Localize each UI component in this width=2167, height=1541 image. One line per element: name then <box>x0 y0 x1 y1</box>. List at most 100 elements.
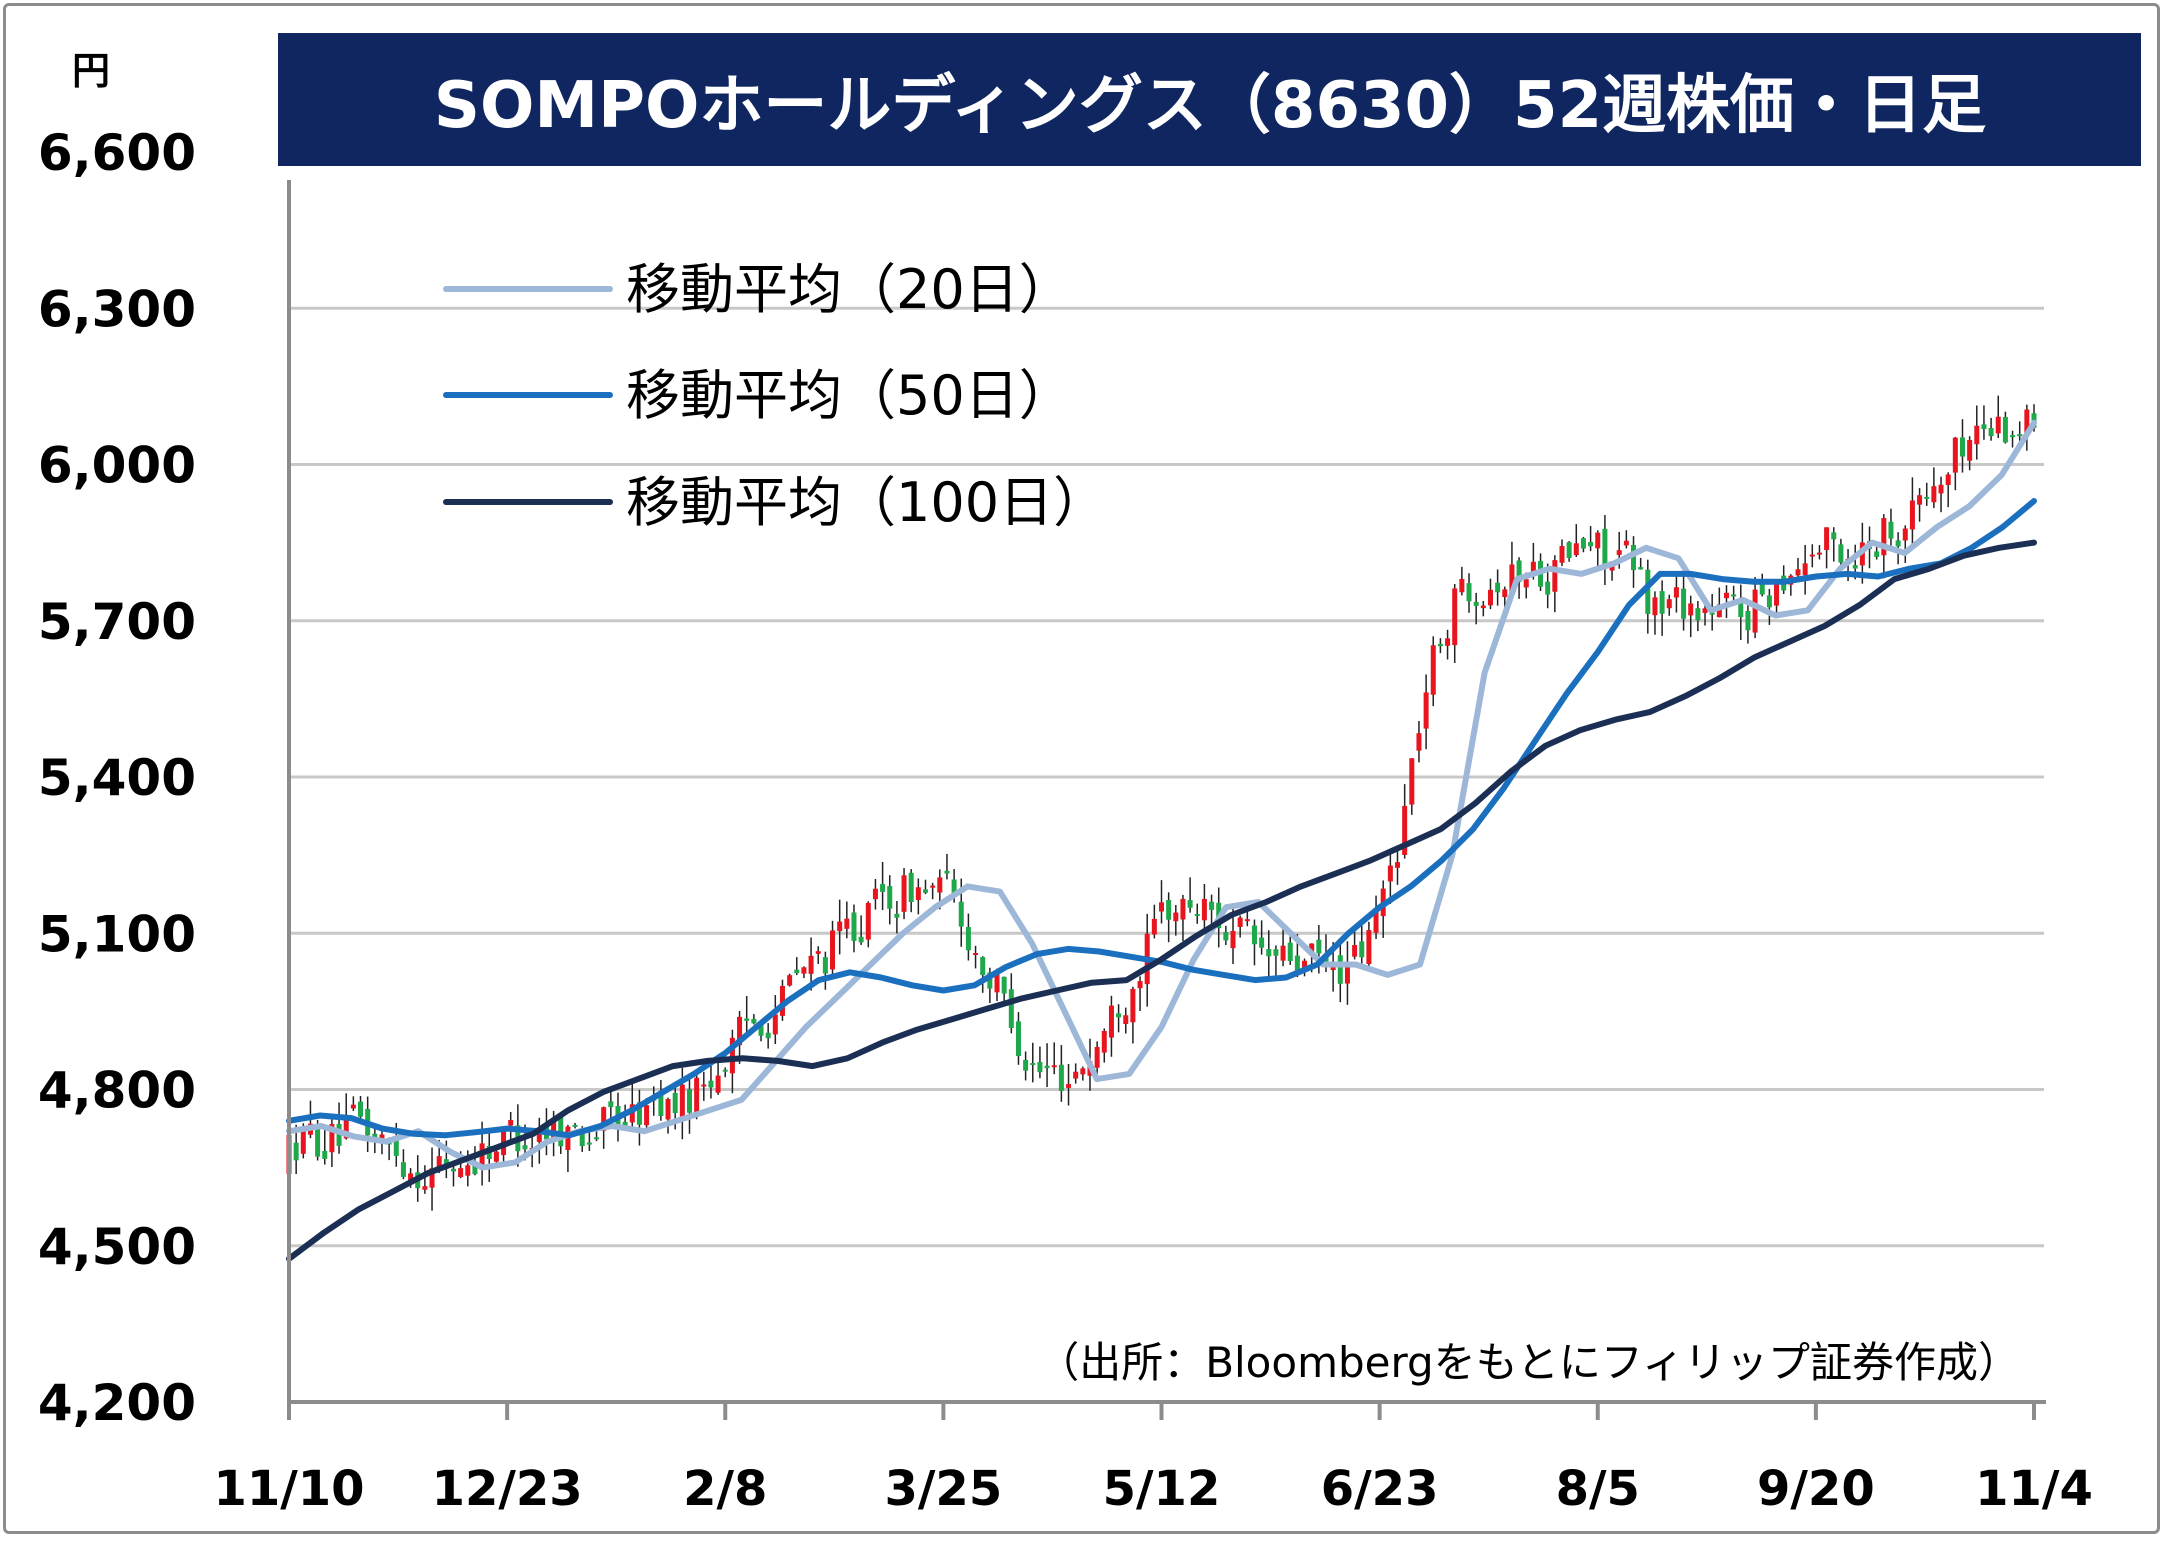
candle-down <box>1359 941 1365 958</box>
candle-up <box>1302 960 1308 971</box>
candle-down <box>1659 591 1665 614</box>
candle-up <box>994 974 1000 993</box>
candle-up <box>1173 912 1179 922</box>
y-tick-label: 6,000 <box>38 437 196 495</box>
candle-down <box>622 1121 628 1129</box>
candle-up <box>729 1037 735 1074</box>
candle-up <box>1430 645 1436 695</box>
candle-up <box>1395 862 1401 868</box>
candle-down <box>1981 424 1987 430</box>
candle-up <box>1201 898 1207 921</box>
ma100-line <box>286 539 2037 1262</box>
candle-down <box>1681 588 1687 619</box>
candle-down <box>393 1137 399 1156</box>
candle-up <box>779 985 785 1016</box>
candle-up <box>1909 500 1915 530</box>
candle-down <box>636 1102 642 1125</box>
candle-up <box>1573 543 1579 556</box>
candle-up <box>1931 486 1937 503</box>
candle-up <box>1237 917 1243 927</box>
candle-up <box>350 1104 356 1109</box>
candle-up <box>1094 1047 1100 1068</box>
candle-up <box>1151 918 1157 935</box>
candle-up <box>429 1168 435 1188</box>
candle-down <box>1988 428 1994 437</box>
candle-down <box>708 1080 714 1088</box>
candle-down <box>980 957 986 976</box>
candle-up <box>901 875 907 912</box>
candle-up <box>1180 898 1186 920</box>
candle-up <box>1080 1068 1086 1075</box>
candle-down <box>1044 1065 1050 1069</box>
candle-down <box>1023 1059 1029 1071</box>
candle-down <box>922 889 928 893</box>
candle-up <box>1595 532 1601 549</box>
candle-down <box>1738 599 1744 618</box>
candle-up <box>1509 564 1515 595</box>
legend: 移動平均（20日） 移動平均（50日） 移動平均（100日） <box>443 258 1107 534</box>
candle-up <box>1459 578 1465 593</box>
candle-up <box>1945 474 1951 485</box>
candle-up <box>801 967 807 974</box>
candle-up <box>1881 518 1887 556</box>
candle-up <box>644 1105 650 1126</box>
candle-up <box>665 1099 671 1120</box>
candle-up <box>1108 1005 1114 1038</box>
candle-down <box>1759 583 1765 595</box>
y-tick-label: 5,400 <box>38 749 196 807</box>
candle-down <box>1116 1013 1122 1018</box>
candle-up <box>1366 930 1372 964</box>
candle-up <box>1716 604 1722 618</box>
candle-up <box>1244 919 1250 922</box>
candle-up <box>973 953 979 956</box>
candle-up <box>1967 439 1973 461</box>
candle-down <box>450 1168 456 1172</box>
candle-down <box>1166 900 1172 920</box>
candle-up <box>536 1132 542 1142</box>
candle-down <box>1745 610 1751 631</box>
candle-down <box>594 1137 600 1140</box>
candle-down <box>894 913 900 918</box>
x-tick-label: 8/5 <box>1556 1461 1640 1517</box>
candle-down <box>880 883 886 892</box>
candle-up <box>458 1168 464 1178</box>
candle-up <box>1995 416 2001 434</box>
candle-down <box>1852 565 1858 569</box>
candle-up <box>737 1016 743 1046</box>
legend-label-ma20: 移動平均（20日） <box>626 258 1073 321</box>
y-tick-label: 4,500 <box>38 1218 196 1276</box>
candle-down <box>1209 901 1215 910</box>
candle-down <box>1473 601 1479 606</box>
candle-up <box>930 885 936 888</box>
y-tick-label: 6,600 <box>38 124 196 182</box>
candle-up <box>865 902 871 940</box>
candle-down <box>1709 612 1715 615</box>
candle-down <box>336 1123 342 1146</box>
candle-down <box>1187 900 1193 908</box>
candle-down <box>1008 989 1014 1029</box>
candle-up <box>1352 945 1358 957</box>
candle-down <box>1631 544 1637 571</box>
candle-down <box>758 1021 764 1036</box>
candle-up <box>679 1084 685 1121</box>
candle-down <box>1645 569 1651 614</box>
candle-down <box>1588 542 1594 547</box>
candle-up <box>1688 603 1694 616</box>
x-tick-label: 9/20 <box>1757 1461 1875 1517</box>
candle-up <box>1502 589 1508 598</box>
candle-down <box>1015 1021 1021 1056</box>
source-note: （出所：Bloombergをもとにフィリップ証券作成） <box>1037 1338 2020 1387</box>
candle-up <box>1523 579 1529 588</box>
y-tick-label: 6,300 <box>38 280 196 338</box>
candle-up <box>1387 865 1393 882</box>
candle-up <box>1487 589 1493 606</box>
candle-up <box>1666 599 1672 609</box>
candle-up <box>2024 409 2030 433</box>
candle-down <box>958 901 964 927</box>
candle-down <box>1888 521 1894 539</box>
candle-down <box>2017 434 2023 437</box>
candle-down <box>400 1162 406 1177</box>
x-tick-label: 11/4 <box>1975 1461 2093 1517</box>
candle-down <box>1516 560 1522 582</box>
